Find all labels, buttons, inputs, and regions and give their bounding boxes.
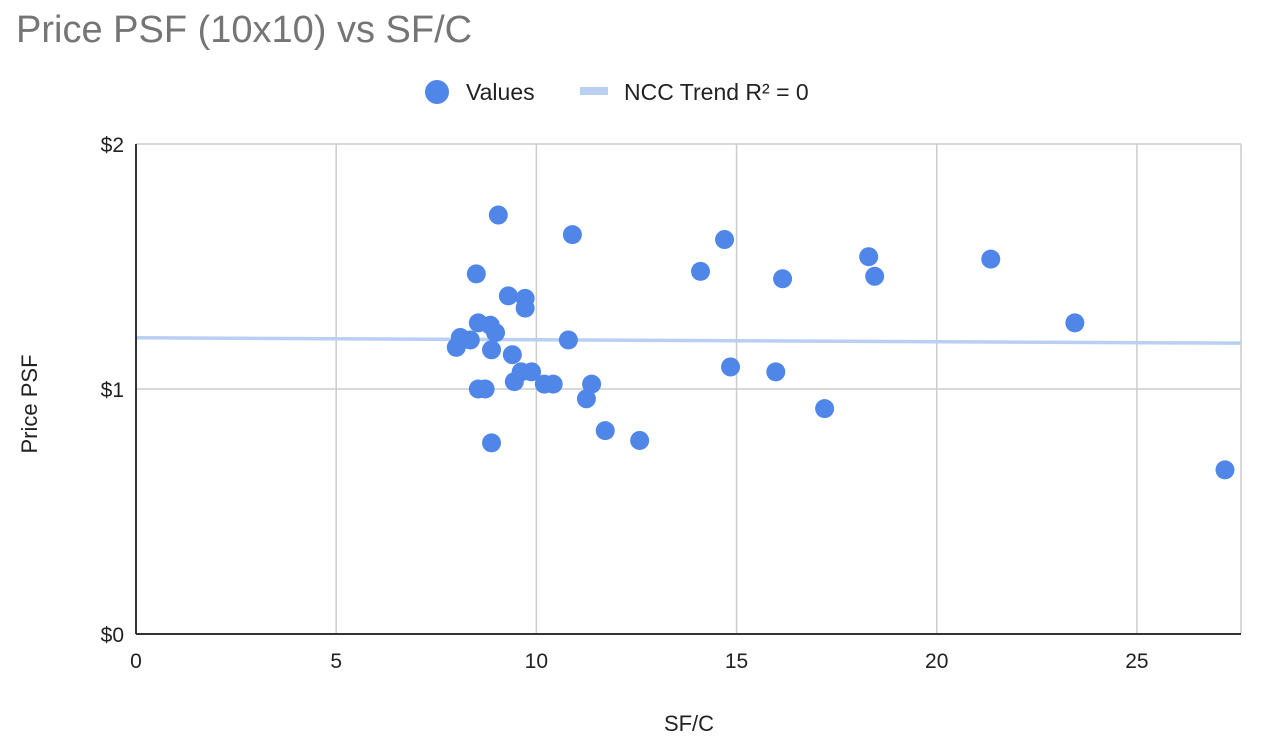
chart-title: Price PSF (10x10) vs SF/C <box>16 9 472 51</box>
data-point <box>576 389 596 409</box>
data-point <box>482 433 502 453</box>
data-point <box>498 286 518 306</box>
y-tick-label: $1 <box>101 379 124 402</box>
legend-marker-values <box>425 80 449 104</box>
data-point <box>773 269 793 289</box>
data-point <box>766 362 786 382</box>
data-point <box>815 399 835 419</box>
data-point <box>543 374 563 394</box>
data-point <box>446 337 466 357</box>
data-point <box>630 430 650 450</box>
data-point <box>691 261 711 281</box>
data-point <box>865 266 885 286</box>
data-point <box>558 330 578 350</box>
data-point <box>582 374 602 394</box>
data-point <box>504 372 524 392</box>
data-point <box>466 264 486 284</box>
data-point <box>522 362 542 382</box>
gridlines <box>136 143 1242 634</box>
legend-label-values: Values <box>466 79 535 105</box>
data-point <box>859 247 879 267</box>
y-tick-label: $0 <box>101 624 124 647</box>
data-point <box>721 357 741 377</box>
x-tick-label: 25 <box>1125 650 1148 673</box>
x-tick-label: 0 <box>130 650 142 673</box>
data-point <box>486 323 506 343</box>
legend-label-trend: NCC Trend R² = 0 <box>624 79 809 105</box>
axes <box>135 144 1241 635</box>
data-point <box>502 345 522 365</box>
x-tick-label: 20 <box>925 650 948 673</box>
data-point <box>488 205 508 225</box>
data-point <box>562 225 582 245</box>
legend: Values NCC Trend R² = 0 <box>425 79 809 105</box>
trendline-layer <box>135 336 1242 345</box>
data-point <box>475 379 495 399</box>
trendline <box>135 336 1242 345</box>
x-tick-label: 15 <box>725 650 748 673</box>
data-point <box>715 230 735 250</box>
x-tick-label: 5 <box>330 650 342 673</box>
data-point <box>482 340 502 360</box>
data-point <box>981 249 1001 269</box>
data-point <box>1215 460 1235 480</box>
x-tick-label: 10 <box>525 650 548 673</box>
legend-marker-trend <box>580 87 608 95</box>
data-point <box>595 421 615 441</box>
y-tick-label: $2 <box>101 134 124 157</box>
data-point <box>1065 313 1085 333</box>
data-point <box>460 330 480 350</box>
y-axis-label: Price PSF <box>17 354 42 453</box>
x-axis-label: SF/C <box>664 711 714 736</box>
data-point <box>515 298 535 318</box>
tick-labels: 0 5 10 15 20 25 $0 $1 $2 <box>101 134 1149 673</box>
data-points <box>446 205 1235 480</box>
